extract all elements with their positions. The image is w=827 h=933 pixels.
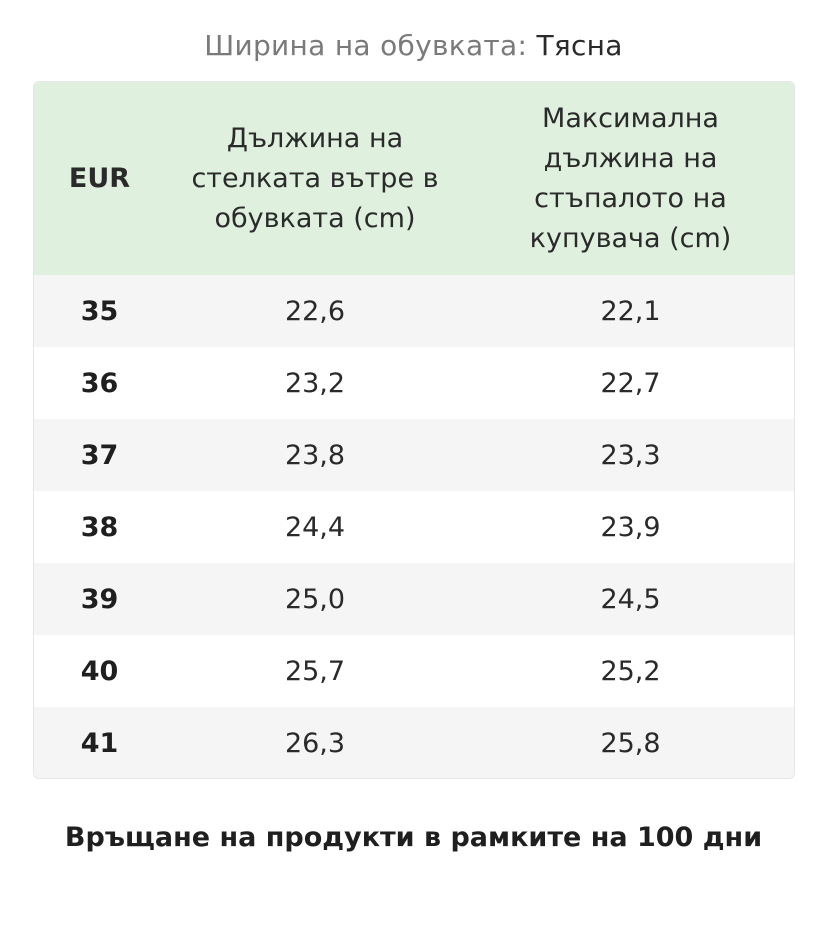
header-max-foot-length: Максимална дължина на стъпалото на купув… bbox=[529, 102, 732, 254]
returns-policy-text: Връщане на продукти в рамките на 100 дни bbox=[64, 822, 763, 853]
insole-cell: 25,7 bbox=[284, 655, 346, 687]
size-cell: 37 bbox=[80, 439, 119, 471]
foot-cell: 22,7 bbox=[600, 367, 661, 399]
table-row: 36 23,2 22,7 bbox=[34, 347, 794, 419]
size-cell: 38 bbox=[80, 511, 119, 543]
table-row: 39 25,0 24,5 bbox=[34, 563, 794, 635]
size-cell: 35 bbox=[80, 295, 119, 327]
shoe-width-info: Ширина на обувката: Тясна bbox=[0, 26, 827, 66]
table-row: 38 24,4 23,9 bbox=[34, 491, 794, 563]
size-cell: 36 bbox=[80, 367, 119, 399]
table-row: 35 22,6 22,1 bbox=[34, 275, 794, 347]
header-row: EUR Дължина на стелката вътре в обувката… bbox=[34, 82, 794, 275]
size-cell: 39 bbox=[80, 583, 119, 615]
shoe-width-value: Тясна bbox=[536, 29, 623, 62]
table-row: 37 23,8 23,3 bbox=[34, 419, 794, 491]
table-row: 40 25,7 25,2 bbox=[34, 635, 794, 707]
foot-cell: 25,2 bbox=[600, 655, 661, 687]
foot-cell: 22,1 bbox=[600, 295, 661, 327]
header-insole-length: Дължина на стелката вътре в обувката (cm… bbox=[191, 122, 439, 234]
insole-cell: 22,6 bbox=[284, 295, 346, 327]
size-table: EUR Дължина на стелката вътре в обувката… bbox=[34, 82, 794, 778]
foot-cell: 25,8 bbox=[600, 727, 661, 759]
size-cell: 41 bbox=[80, 727, 119, 759]
insole-cell: 24,4 bbox=[284, 511, 346, 543]
size-cell: 40 bbox=[80, 655, 119, 687]
foot-cell: 24,5 bbox=[600, 583, 661, 615]
insole-cell: 23,8 bbox=[284, 439, 346, 471]
foot-cell: 23,9 bbox=[600, 511, 661, 543]
size-chart: EUR Дължина на стелката вътре в обувката… bbox=[33, 81, 795, 779]
insole-cell: 26,3 bbox=[284, 727, 346, 759]
foot-cell: 23,3 bbox=[600, 439, 661, 471]
size-table-body: 35 22,6 22,1 36 23,2 22,7 37 23,8 23,3 3… bbox=[34, 275, 794, 778]
size-table-header: EUR Дължина на стелката вътре в обувката… bbox=[34, 82, 794, 275]
insole-cell: 23,2 bbox=[284, 367, 346, 399]
insole-cell: 25,0 bbox=[284, 583, 346, 615]
shoe-width-label: Ширина на обувката: bbox=[204, 29, 528, 62]
table-row: 41 26,3 25,8 bbox=[34, 707, 794, 778]
header-eur: EUR bbox=[68, 162, 131, 194]
